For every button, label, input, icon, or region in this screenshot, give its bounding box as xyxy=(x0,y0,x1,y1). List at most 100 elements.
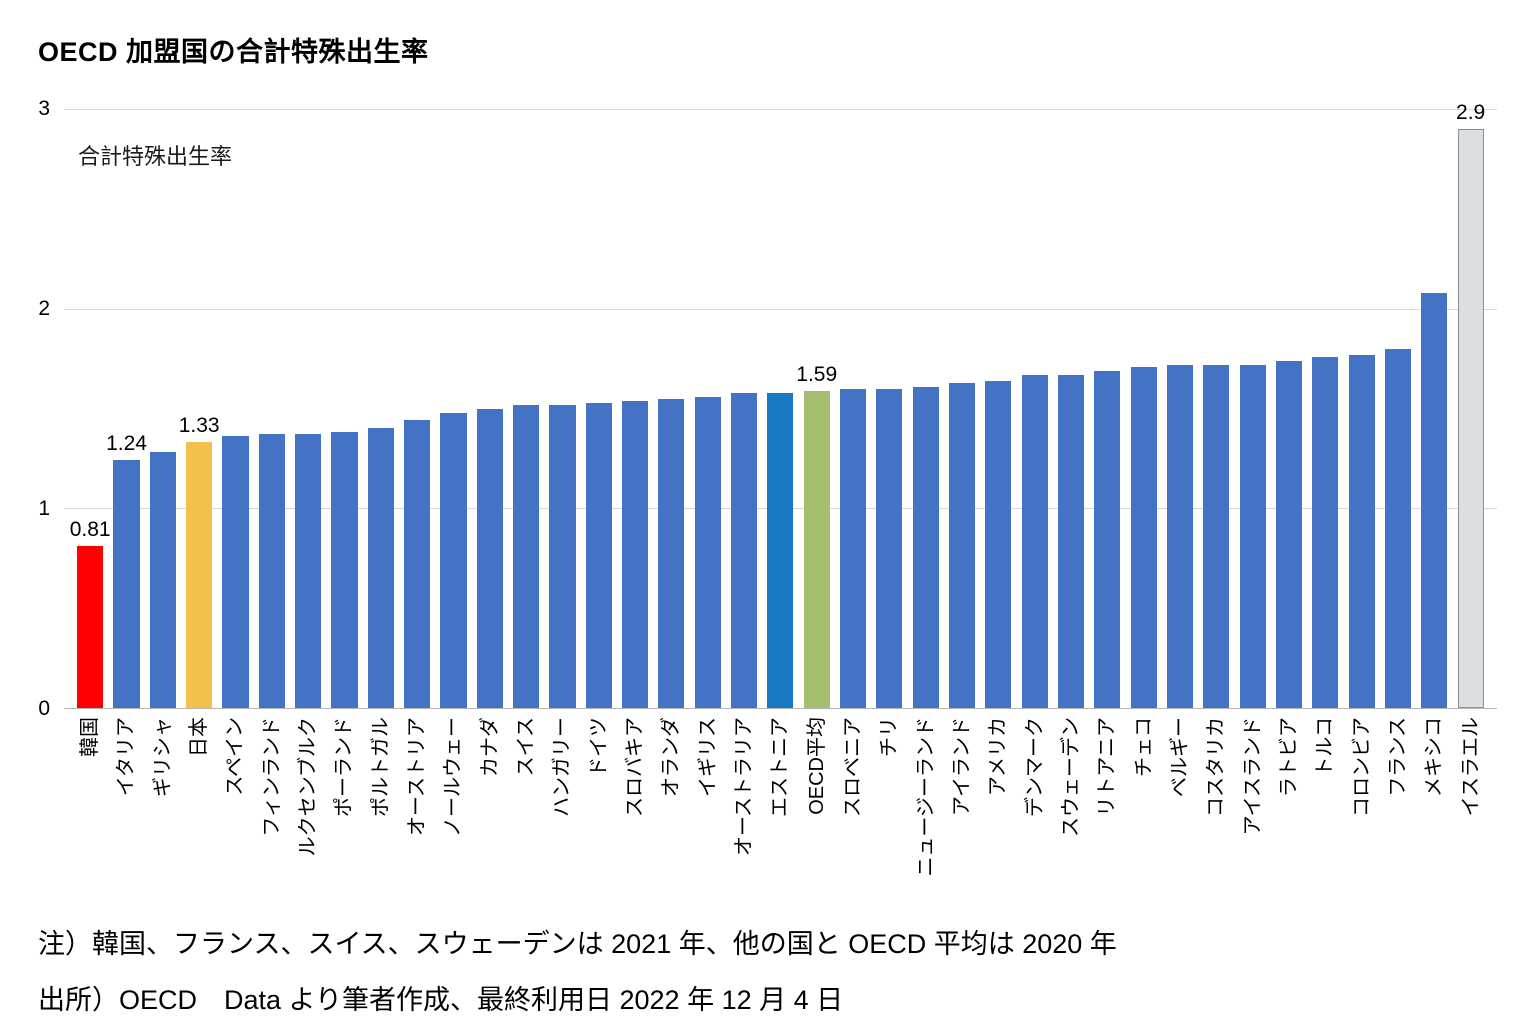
bar-slot xyxy=(1416,109,1452,708)
x-label-slot: ニュージーランド xyxy=(908,709,944,904)
bars: 0.81 1.24 1.33 1.59 2.9 xyxy=(64,101,1497,708)
bar-フランス xyxy=(1384,348,1412,708)
bar-slot xyxy=(399,109,435,708)
x-axis-label: ベルギー xyxy=(1169,717,1191,797)
x-axis-label: スイス xyxy=(515,717,538,777)
bar-slot: 2.9 xyxy=(1452,101,1488,708)
plot-area: 合計特殊出生率 0.81 1.24 1.33 1.59 2.9 xyxy=(64,101,1497,709)
x-label-slot: コロンビア xyxy=(1343,709,1379,904)
bar-アメリカ xyxy=(985,380,1012,708)
x-axis-label: ノールウェー xyxy=(442,717,465,837)
x-label-slot: リトアニア xyxy=(1089,709,1125,904)
bar-slot xyxy=(1307,109,1343,708)
x-label-slot: フランス xyxy=(1380,709,1416,904)
bar-slot xyxy=(254,109,290,708)
bar-オーストリア xyxy=(404,420,431,708)
x-axis-label: コロンビア xyxy=(1350,717,1373,817)
x-label-slot: 韓国 xyxy=(72,709,108,904)
x-label-slot: OECD平均 xyxy=(799,709,835,904)
bar-slot xyxy=(1017,109,1053,708)
x-axis-label: デンマーク xyxy=(1023,717,1046,817)
bar-value-label: 1.59 xyxy=(796,362,838,386)
x-axis-label: フィンランド xyxy=(260,717,283,837)
x-axis-label: イギリス xyxy=(696,717,719,797)
bar-slot xyxy=(653,109,689,708)
bar-ドイツ xyxy=(585,402,612,708)
bar-ニュージーランド xyxy=(912,386,939,708)
x-label-slot: ギリシャ xyxy=(145,709,181,904)
notes: 注）韓国、フランス、スイス、スウェーデンは 2021 年、他の国と OECD 平… xyxy=(38,926,1517,1018)
bar-value-label: 1.24 xyxy=(106,432,147,456)
x-axis-label: イスラエル xyxy=(1459,717,1482,817)
x-label-slot: デンマーク xyxy=(1017,709,1053,904)
x-label-slot: イタリア xyxy=(108,709,144,904)
x-label-slot: チリ xyxy=(871,709,907,904)
x-axis-label: オランダ xyxy=(660,717,683,797)
bar-ポルトガル xyxy=(367,428,394,708)
bar-スロベニア xyxy=(839,388,867,708)
bar-slot xyxy=(326,109,362,708)
bar-slot xyxy=(1126,109,1162,708)
bar-ギリシャ xyxy=(149,452,176,708)
x-axis-label: 韓国 xyxy=(79,717,102,757)
x-label-slot: 日本 xyxy=(181,709,217,904)
bar-slot: 1.33 xyxy=(179,109,220,708)
x-axis-label: スロベニア xyxy=(842,717,865,817)
x-label-slot: イギリス xyxy=(690,709,726,904)
y-tick-2: 2 xyxy=(38,296,50,320)
x-label-slot: トルコ xyxy=(1307,709,1343,904)
x-axis-label: ルクセンブルク xyxy=(297,717,320,857)
x-axis-label: OECD平均 xyxy=(805,717,828,815)
bar-slot xyxy=(762,109,798,708)
bar-ベルギー xyxy=(1166,364,1194,708)
bar-slot xyxy=(1235,109,1271,708)
bar-slot xyxy=(690,109,726,708)
y-axis-title: 合計特殊出生率 xyxy=(78,144,233,169)
x-label-slot: ポルトガル xyxy=(363,709,399,904)
bar-slot xyxy=(1198,109,1234,708)
bar-ノールウェー xyxy=(440,412,467,708)
bar-slot xyxy=(290,109,326,708)
x-label-slot: ラトビア xyxy=(1271,709,1307,904)
bar-slot: 1.24 xyxy=(106,109,147,708)
bar-slot xyxy=(1162,109,1198,708)
x-axis-label: ポーランド xyxy=(333,717,356,817)
bar-コロンビア xyxy=(1348,354,1375,708)
bar-value-label: 2.9 xyxy=(1456,100,1486,124)
x-axis-label: チリ xyxy=(878,717,901,757)
bar-ポーランド xyxy=(331,432,358,708)
chart-title: OECD 加盟国の合計特殊出生率 xyxy=(38,37,429,67)
x-label-slot: フィンランド xyxy=(254,709,290,904)
bar-コスタリカ xyxy=(1203,364,1230,708)
x-axis-label: フランス xyxy=(1386,717,1409,797)
bar-slot xyxy=(544,109,580,708)
bar-ハンガリー xyxy=(549,404,576,708)
x-axis-label: チェコ xyxy=(1132,717,1155,777)
x-axis-label: 日本 xyxy=(188,717,211,757)
bar-イスラエル xyxy=(1457,128,1484,708)
bar-slot xyxy=(908,109,944,708)
bar-フィンランド xyxy=(258,434,285,708)
bar-slot xyxy=(944,109,980,708)
bar-slot xyxy=(217,109,253,708)
bar-チリ xyxy=(876,388,903,708)
bar-チェコ xyxy=(1130,366,1157,708)
bar-スウェーデン xyxy=(1057,374,1085,708)
x-axis-label: スウェーデン xyxy=(1060,717,1083,837)
x-label-slot: アイランド xyxy=(944,709,980,904)
x-axis-label: アイランド xyxy=(951,717,974,816)
bar-アイスランド xyxy=(1239,364,1266,708)
x-axis-label: ドイツ xyxy=(587,717,610,777)
bar-slot xyxy=(145,109,181,708)
x-axis-label: ギリシャ xyxy=(151,717,174,797)
bar-slot xyxy=(1380,109,1416,708)
x-axis-label: トルコ xyxy=(1314,717,1337,777)
x-axis-label: コスタリカ xyxy=(1205,717,1228,817)
x-axis-label: エストニア xyxy=(769,717,792,817)
x-axis-label: スロバキア xyxy=(624,717,647,817)
x-label-slot: スロバキア xyxy=(617,709,653,904)
x-label-slot: ハンガリー xyxy=(544,709,580,904)
bar-トルコ xyxy=(1312,356,1339,708)
y-axis: 3 2 1 0 xyxy=(16,97,64,720)
